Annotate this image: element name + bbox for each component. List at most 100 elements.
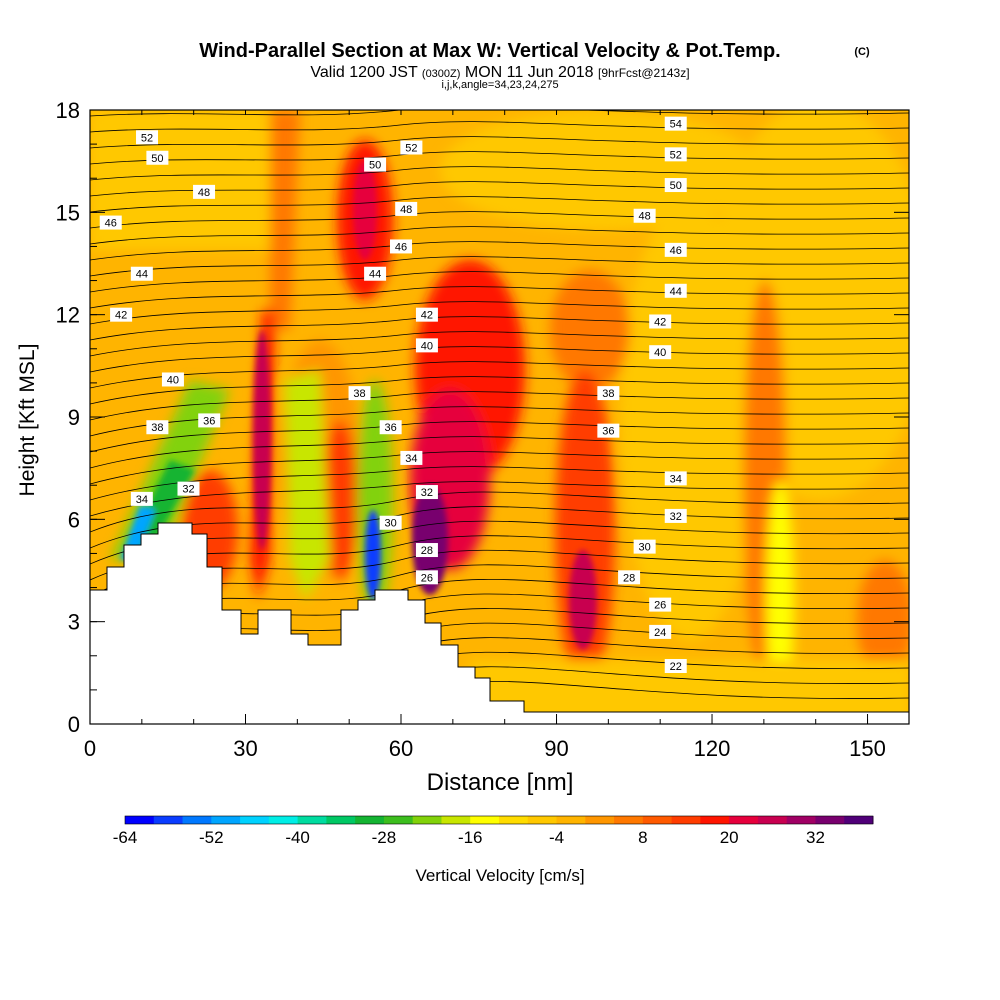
y-tick-label: 12 — [56, 303, 80, 328]
contour-line — [90, 391, 909, 421]
contour-label-box — [664, 471, 687, 486]
colorbar-swatch — [268, 816, 299, 824]
contour-label: 50 — [670, 180, 682, 192]
colorbar-swatch — [729, 816, 759, 824]
contour-line — [90, 506, 909, 549]
y-tick-label: 18 — [56, 98, 80, 123]
contour-line — [90, 136, 909, 149]
contour-label-box — [146, 150, 169, 165]
terrain — [90, 522, 909, 724]
colorbar-swatch — [211, 816, 241, 824]
contour-line — [90, 481, 909, 517]
colorbar: -64 -52 -40 -28 -16 -4 8 20 32 — [113, 815, 874, 847]
contour-label-box — [99, 215, 122, 230]
contour-label: 34 — [670, 473, 682, 485]
contour-line — [90, 491, 909, 533]
contour-line — [90, 241, 909, 261]
colorbar-swatch — [412, 816, 442, 824]
contour-line — [90, 121, 909, 133]
x-tick-label: 0 — [84, 736, 96, 761]
contour-line — [90, 466, 909, 501]
contour-line — [90, 256, 909, 277]
contour-label-box — [415, 570, 438, 585]
contour-label: 42 — [421, 310, 433, 322]
contour-label-box — [664, 147, 687, 162]
contour-line — [90, 376, 909, 405]
y-tick-label: 3 — [68, 610, 80, 635]
colorbar-tick-label: 8 — [638, 828, 647, 847]
contour-label-box — [649, 314, 672, 329]
contour-label-box — [597, 386, 620, 401]
contour-label-box — [198, 413, 221, 428]
colorbar-tick-label: -52 — [199, 828, 224, 847]
colorbar-swatch — [671, 816, 701, 824]
contour-label: 54 — [670, 119, 682, 131]
contour-label: 36 — [203, 415, 215, 427]
contour-label-box — [390, 239, 413, 254]
colorbar-tick-label: 32 — [806, 828, 825, 847]
contour-label: 50 — [369, 160, 381, 172]
colorbar-swatch — [585, 816, 615, 824]
contour-label-box — [364, 157, 387, 172]
contour-label-box — [364, 266, 387, 281]
field-mid-yellow — [620, 200, 760, 640]
colorbar-swatch — [470, 816, 500, 824]
contour-labels: 52 50 48 46 44 42 40 38 36 34 32 52 50 48 46 44 42 40 38 36… — [99, 116, 687, 674]
subtitle-date: MON 11 Jun 2018 — [465, 64, 594, 81]
colorbar-tick-label: 20 — [720, 828, 739, 847]
colorbar-swatch — [614, 816, 644, 824]
contour-line — [90, 421, 909, 453]
contour-line — [90, 271, 909, 293]
contour-label-box — [633, 539, 656, 554]
contour-line — [90, 436, 909, 469]
y-tick-label: 15 — [56, 200, 80, 225]
contour-label-box — [136, 130, 159, 145]
colorbar-swatch — [844, 816, 874, 824]
contour-label-box — [618, 570, 641, 585]
colorbar-swatch — [326, 816, 356, 824]
colorbar-swatch — [786, 816, 816, 824]
contour-line — [90, 211, 909, 229]
x-tick-label: 90 — [544, 736, 568, 761]
contour-label: 26 — [421, 572, 433, 584]
contour-label-box — [130, 491, 153, 506]
contour-label: 36 — [602, 426, 614, 438]
contour-label-box — [664, 242, 687, 257]
title-mark: (C) — [854, 46, 870, 58]
colorbar-swatch — [153, 816, 184, 824]
colorbar-swatch — [355, 816, 385, 824]
contour-label-box — [415, 485, 438, 500]
field-band-90 — [550, 270, 630, 390]
contour-label-box — [664, 508, 687, 523]
colorbar-swatch — [642, 816, 673, 824]
contour-line — [90, 110, 909, 117]
core-down-60 — [365, 510, 381, 600]
y-tick-label: 6 — [68, 507, 80, 532]
contour-label: 48 — [400, 204, 412, 216]
contour-label: 44 — [670, 286, 682, 298]
contour-label: 48 — [198, 187, 210, 199]
contour-label: 34 — [405, 453, 417, 465]
colorbar-swatch — [240, 816, 270, 824]
contour-label: 32 — [670, 511, 682, 523]
contour-label: 30 — [385, 518, 397, 530]
colorbar-tick-label: -40 — [285, 828, 310, 847]
contour-label-box — [633, 208, 656, 223]
contour-line — [90, 301, 909, 325]
contour-label: 44 — [369, 269, 381, 281]
contour-label-box — [379, 515, 402, 530]
contour-label: 40 — [654, 347, 666, 359]
core-up-left — [253, 330, 271, 550]
colorbar-tick-label: -16 — [458, 828, 483, 847]
contour-label-box — [664, 178, 687, 193]
contour-label: 28 — [623, 572, 635, 584]
contour-label-box — [649, 597, 672, 612]
colorbar-tick-label: -28 — [372, 828, 397, 847]
contour-label: 28 — [421, 545, 433, 557]
contour-label-box — [395, 201, 418, 216]
contour-label: 40 — [167, 374, 179, 386]
contour-label: 32 — [182, 484, 194, 496]
colorbar-swatch — [125, 816, 155, 824]
contour-label-box — [110, 307, 133, 322]
